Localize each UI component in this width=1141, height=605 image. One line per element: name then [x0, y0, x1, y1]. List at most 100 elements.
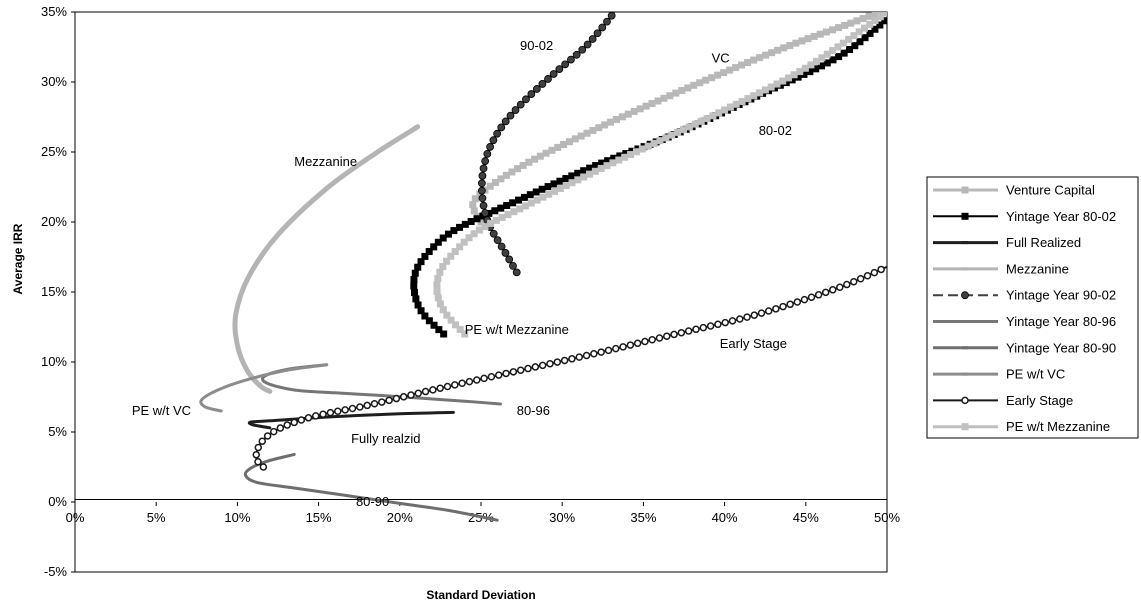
early-stage-point [800, 295, 809, 304]
venture-capital-point [630, 107, 638, 115]
pe-w-t-mezzanine-point [591, 167, 599, 175]
early-stage-point [870, 268, 879, 277]
yintage-year-80-02-point [851, 42, 859, 50]
pe-w-t-mezzanine-point [603, 162, 611, 170]
yintage-year-90-02-point [501, 249, 510, 257]
venture-capital-point [720, 69, 728, 77]
y-tick-label: 20% [41, 214, 67, 229]
early-stage-point [254, 458, 262, 466]
pe-w-t-mezzanine-point [744, 95, 752, 103]
yintage-year-80-02-point [434, 238, 442, 246]
y-tick-label: 15% [41, 284, 67, 299]
early-stage-point [604, 346, 613, 355]
x-tick-label: 50% [874, 510, 900, 525]
early-stage-point [524, 364, 532, 373]
yintage-year-80-02-point [503, 201, 511, 209]
legend-item-early-stage: Early Stage [933, 393, 1073, 408]
venture-capital-point [607, 118, 615, 126]
y-tick-label: 30% [41, 74, 67, 89]
early-stage-point [757, 309, 766, 317]
early-stage-point [850, 277, 858, 286]
pe-w-t-mezzanine-point [498, 213, 506, 221]
x-tick-label: 45% [793, 510, 819, 525]
early-stage-point [626, 341, 635, 349]
pe-w-t-mezzanine-point [855, 28, 863, 36]
early-stage-point [494, 371, 503, 379]
yintage-year-80-02-point [461, 220, 469, 228]
yintage-year-90-02-point [489, 136, 498, 145]
legend-label: PE w/t Mezzanine [1006, 419, 1110, 434]
early-stage-point [407, 391, 415, 399]
yintage-year-90-02-point [588, 35, 597, 43]
pe-w-t-mezzanine-point [784, 74, 792, 82]
pe-w-t-mezzanine-point [715, 109, 723, 117]
venture-capital-point [470, 207, 478, 215]
early-stage-point [728, 317, 737, 325]
pe-w-t-mezzanine-point [460, 238, 468, 246]
venture-capital-point [536, 152, 544, 160]
x-axis-title: Standard Deviation [426, 588, 535, 602]
pe-w-t-mezzanine-point [551, 187, 559, 195]
yintage-year-90-02-point [512, 268, 521, 277]
early-stage-point [252, 450, 261, 459]
early-stage-point [655, 334, 664, 342]
x-tick-label: 5% [147, 510, 166, 525]
yintage-year-90-02-point [497, 123, 506, 132]
yintage-year-80-02-point [574, 169, 582, 177]
legend-item-pe-w-t-vc: PE w/t VC [933, 367, 1065, 382]
plot-area [74, 11, 888, 573]
pe-w-t-mezzanine-point [866, 20, 874, 28]
early-stage-point [378, 398, 386, 406]
series-line-pe-w-t-vc [199, 363, 329, 413]
y-tick-label: -5% [44, 564, 68, 579]
yintage-year-80-02-point [450, 227, 458, 235]
venture-capital-point [624, 110, 632, 118]
venture-capital-point [816, 30, 824, 38]
venture-capital-point [514, 165, 522, 173]
early-stage-point [677, 328, 686, 337]
venture-capital-point [774, 46, 782, 54]
annotation-80-96: 80-96 [517, 403, 550, 418]
legend-label: Full Realized [1006, 235, 1081, 250]
venture-capital-point [491, 178, 499, 186]
early-stage-point [546, 359, 554, 368]
pe-w-t-mezzanine-point [697, 117, 705, 125]
early-stage-point [509, 368, 518, 376]
pe-w-t-mezzanine-point [456, 325, 464, 333]
early-stage-point [269, 427, 278, 436]
yintage-year-90-02-point [544, 75, 552, 83]
yintage-year-80-02-point [856, 38, 864, 46]
yintage-year-90-02-point [501, 117, 510, 126]
pe-w-t-mezzanine-point [638, 145, 646, 153]
yintage-year-90-02-point [598, 23, 607, 32]
legend-item-venture-capital: Venture Capital [933, 183, 1095, 198]
venture-capital-point [525, 158, 533, 166]
pe-w-t-mezzanine-point [504, 211, 512, 219]
early-stage-point [363, 401, 371, 410]
legend-label: Yintage Year 80-96 [1006, 314, 1116, 329]
early-stage-point [721, 318, 729, 327]
yintage-year-90-02-point [483, 149, 492, 158]
legend-marker [962, 372, 968, 376]
yintage-year-80-02-point [840, 49, 848, 57]
early-stage-point [764, 307, 773, 315]
yintage-year-90-02-point [479, 201, 488, 210]
y-tick-label: 5% [48, 424, 67, 439]
yintage-year-90-02-point [477, 179, 486, 188]
x-tick-label: 30% [549, 510, 575, 525]
pe-w-t-mezzanine-point [632, 148, 640, 156]
yintage-year-90-02-point [532, 85, 541, 93]
early-stage-point [663, 332, 671, 340]
venture-capital-point [648, 100, 656, 108]
yintage-year-90-02-point [493, 236, 502, 245]
x-tick-label: 0% [66, 510, 85, 525]
series-line-full-realized [247, 410, 455, 430]
venture-capital-point [786, 42, 794, 50]
yintage-year-80-02-point [440, 330, 448, 338]
legend-box [926, 176, 1139, 439]
venture-capital-point [672, 89, 680, 97]
pe-w-t-mezzanine-point [790, 71, 798, 79]
early-stage-point [319, 410, 327, 418]
pe-w-t-mezzanine-point [834, 43, 842, 51]
early-stage-point [877, 265, 885, 274]
